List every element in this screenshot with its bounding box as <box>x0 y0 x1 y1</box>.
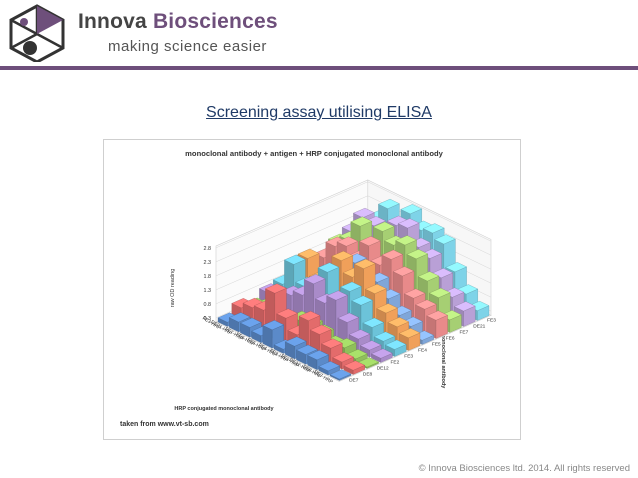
bar-top-face <box>453 301 476 312</box>
bar-top-face <box>262 320 285 331</box>
bar-top-face <box>309 324 332 335</box>
bar-top-face <box>317 262 340 273</box>
innova-logo-icon <box>9 4 65 62</box>
bar-top-face <box>296 344 318 355</box>
z-tick-label: DE7 <box>349 377 359 383</box>
bar-top-face <box>365 283 387 294</box>
y-tick-label: 2.8 <box>204 246 212 252</box>
bar-top-face <box>321 338 343 349</box>
z-tick-label: DE8 <box>363 371 373 377</box>
bar-top-face <box>387 317 410 328</box>
brand-tagline: making science easier <box>108 38 267 55</box>
y-tick-label: 1.3 <box>204 288 212 294</box>
gridline <box>215 195 492 263</box>
bar-top-face <box>403 288 426 299</box>
bar-top-face <box>329 369 352 380</box>
bar-top-face <box>445 262 467 273</box>
bar-top-face <box>426 310 448 321</box>
bar-top-face <box>350 216 373 227</box>
y-tick-label: 2.3 <box>204 260 212 266</box>
z-tick-label: FE3 <box>487 317 496 323</box>
bar-top-face <box>337 312 360 323</box>
bar-top-face <box>422 223 445 234</box>
bar-top-face <box>371 348 393 359</box>
chart-title: monoclonal antibody + antigen + HRP conj… <box>185 149 443 158</box>
bar-top-face <box>398 328 421 339</box>
brand-name-first: Innova <box>78 10 147 33</box>
z-tick-label: FE6 <box>446 335 455 341</box>
copyright: © Innova Biosciences ltd. 2014. All righ… <box>418 463 630 474</box>
bar-top-face <box>372 221 395 232</box>
bar-top-face <box>353 258 376 269</box>
bar <box>329 369 352 381</box>
bar-top-face <box>428 287 451 298</box>
bar-top-face <box>228 312 251 323</box>
brand-name-second: Biosciences <box>152 10 278 33</box>
bar-top-face <box>395 235 417 246</box>
bar-top-face <box>297 248 320 259</box>
bar-top-face <box>359 340 382 351</box>
bar-top-face <box>359 236 381 247</box>
bar <box>262 320 285 349</box>
slide-title[interactable]: Screening assay utilising ELISA <box>206 104 432 121</box>
x-axis-label: HRP conjugated monoclonal antibody <box>174 406 274 412</box>
y-tick-label: 0.3 <box>204 316 212 322</box>
bar-top-face <box>332 352 354 363</box>
bar-top-face <box>343 360 366 371</box>
bar-top-face <box>351 295 373 306</box>
bar-top-face <box>417 271 440 282</box>
z-tick-label: FE5 <box>432 341 441 347</box>
bar-top-face <box>284 336 307 347</box>
bar-top-face <box>397 218 420 229</box>
z-tick-label: FE3 <box>404 353 413 359</box>
bar-top-face <box>240 317 262 328</box>
bar <box>343 360 366 375</box>
z-tick-label: FE2 <box>391 359 400 365</box>
bars-layer <box>217 198 490 381</box>
header-divider <box>0 66 638 70</box>
elisa-3d-bar-chart: monoclonal antibody + antigen + HRP conj… <box>170 149 496 412</box>
bar-top-face <box>340 281 362 292</box>
y-axis-label: raw OD reading <box>170 269 176 308</box>
chart-frame: monoclonal antibody + antigen + HRP conj… <box>103 139 521 440</box>
bar-top-face <box>348 329 371 340</box>
bar-top-face <box>381 249 404 260</box>
bar-top-face <box>318 361 341 372</box>
bar-top-face <box>434 234 456 245</box>
bar-top-face <box>400 204 423 215</box>
bar-top-face <box>331 250 354 261</box>
z-tick-label: FE7 <box>460 329 469 335</box>
bar-top-face <box>384 339 407 350</box>
z-tick-label: DE21 <box>473 323 485 329</box>
bar-top-face <box>373 331 396 342</box>
bar <box>371 348 393 363</box>
brand-name: Innova Biosciences <box>78 10 278 34</box>
bar-top-face <box>353 207 375 218</box>
bar-top-face <box>336 236 359 247</box>
bar-top-face <box>378 198 400 209</box>
z-tick-label: FE4 <box>418 347 427 353</box>
header: Innova Biosciences making science easier <box>0 0 638 68</box>
bar-top-face <box>376 303 398 314</box>
bar-top-face <box>303 274 326 285</box>
bar-top-face <box>298 310 321 321</box>
y-tick-label: 0.8 <box>204 302 212 308</box>
bar-top-face <box>326 290 348 301</box>
bar <box>384 339 407 357</box>
y-tick-label: 1.8 <box>204 274 212 280</box>
bar-top-face <box>276 308 298 319</box>
bar-top-face <box>284 254 306 265</box>
source-note: taken from www.vt-sb.com <box>120 421 209 428</box>
z-axis-label: capture monoclonal antibody <box>440 312 446 390</box>
bar <box>318 361 341 376</box>
bar-top-face <box>362 317 385 328</box>
bar-top-face <box>415 299 437 310</box>
bar-top-face <box>265 283 287 294</box>
bar-top-face <box>307 350 329 361</box>
bar-top-face <box>392 266 415 277</box>
gridline <box>215 181 492 249</box>
z-tick-label: DE12 <box>377 365 389 371</box>
bar-top-face <box>406 249 429 260</box>
